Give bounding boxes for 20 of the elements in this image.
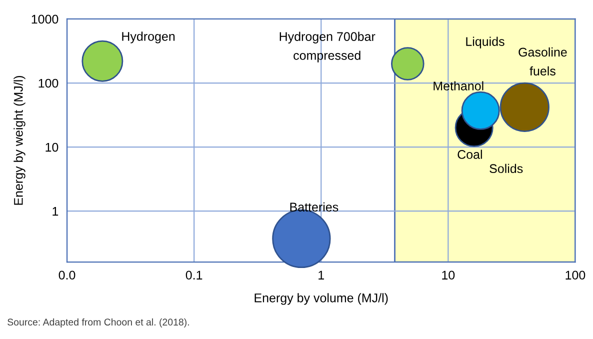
y-tick-label: 10 [46, 142, 58, 152]
y-axis-title: Energy by weight (MJ/l) [14, 76, 26, 205]
y-tick-label: 1 [52, 207, 58, 216]
source-note: Source: Adapted from Choon et al. (2018). [8, 318, 189, 328]
x-tick-label: 100 [566, 270, 586, 280]
x-tick-label: 1 [318, 270, 324, 280]
series-label: Coal [458, 150, 482, 159]
x-tick-label: 0.1 [186, 270, 202, 280]
series-label: Gasoline fuels [518, 47, 567, 76]
annotation: Solids [490, 164, 523, 174]
band-label: Liquids [466, 36, 504, 48]
series-label: Batteries [290, 202, 338, 212]
y-tick-label: 100 [38, 78, 58, 88]
x-tick-label: 10 [442, 270, 455, 280]
x-tick-label: 0.0 [58, 270, 76, 280]
series-label: Methanol [434, 81, 484, 90]
series-label: Hydrogen 700bar compressed [280, 32, 376, 62]
y-tick-label: 1000 [32, 14, 58, 24]
series-label: Hydrogen [122, 32, 175, 44]
x-axis-title: Energy by volume (MJ/l) [254, 293, 388, 305]
